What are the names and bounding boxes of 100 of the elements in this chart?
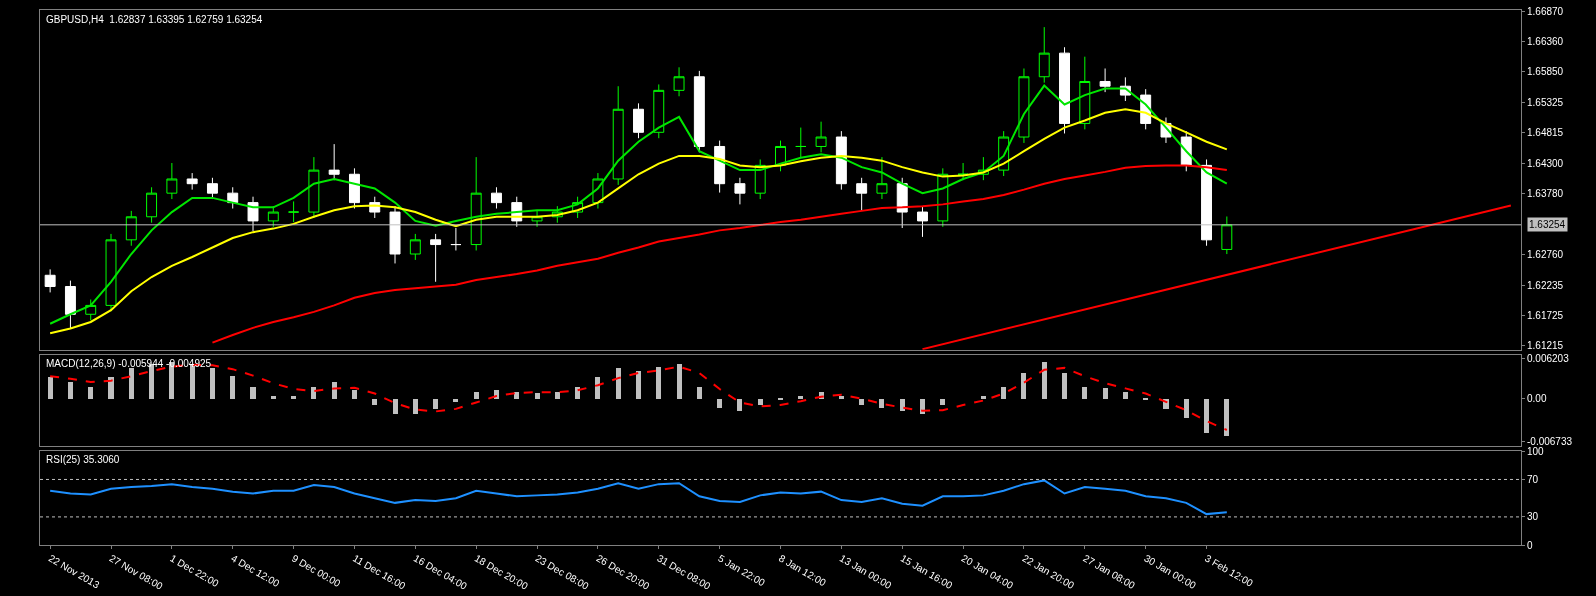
bar	[839, 396, 844, 400]
bar	[433, 399, 438, 410]
x-tick-label: 22 Nov 2013	[46, 552, 102, 591]
candlestick	[856, 177, 868, 211]
chart-title: GBPUSD,H4 1.62837 1.63395 1.62759 1.63254	[46, 14, 263, 25]
bar	[352, 390, 357, 400]
y-tick-label: 0.006203	[1527, 353, 1570, 365]
x-tick-label: 9 Dec 00:00	[290, 552, 343, 590]
x-tick-label: 3 Feb 12:00	[1203, 552, 1256, 589]
bar	[210, 368, 215, 400]
candlestick	[1201, 158, 1213, 247]
bar	[514, 392, 519, 400]
bar	[1204, 399, 1209, 434]
candlestick	[105, 233, 117, 312]
candlestick	[815, 121, 827, 153]
x-tick-label: 26 Dec 20:00	[594, 552, 652, 593]
bar	[940, 399, 945, 406]
bar	[1143, 398, 1148, 401]
bar	[575, 387, 580, 400]
bar	[129, 368, 134, 400]
bar	[778, 398, 783, 401]
bar	[453, 399, 458, 403]
chart-title: RSI(25) 35.3060	[46, 454, 120, 465]
candlestick	[917, 205, 928, 238]
bar	[88, 387, 93, 400]
bar	[1062, 373, 1067, 400]
bar	[535, 393, 540, 400]
candlestick	[734, 177, 746, 205]
line-series	[49, 479, 1228, 516]
candlestick	[348, 167, 360, 210]
y-tick-label: 0	[1527, 539, 1533, 551]
candlestick	[795, 127, 807, 158]
bar	[372, 399, 377, 406]
bar	[1001, 387, 1006, 400]
x-tick-label: 11 Dec 16:00	[350, 552, 408, 592]
x-tick-label: 23 Dec 08:00	[533, 552, 591, 593]
bar	[413, 399, 418, 415]
y-tick-label: 100	[1527, 445, 1545, 457]
bar	[48, 377, 53, 400]
bar	[291, 396, 296, 400]
y-tick-label: 1.62760	[1527, 248, 1564, 260]
y-tick-label: 1.65850	[1527, 65, 1564, 77]
bar	[1082, 387, 1087, 400]
candlestick	[146, 186, 158, 224]
y-tick-label: 1.61725	[1527, 309, 1564, 321]
candlestick	[470, 156, 482, 251]
bar	[1184, 399, 1189, 419]
x-tick-label: 15 Jan 16:00	[898, 552, 955, 592]
bar	[677, 364, 682, 400]
bar	[1123, 392, 1128, 400]
line-series	[211, 164, 1228, 344]
y-tick-label: 1.63780	[1527, 188, 1564, 200]
candlestick	[125, 210, 137, 247]
candlestick	[1018, 67, 1030, 144]
candlestick	[1079, 56, 1091, 130]
y-tick-label: 1.65325	[1527, 96, 1564, 108]
bar	[1224, 399, 1229, 437]
bar	[656, 367, 661, 400]
candlestick	[491, 186, 502, 210]
bar	[230, 376, 235, 400]
candlestick	[288, 200, 300, 223]
bar	[697, 387, 702, 400]
candlestick	[612, 85, 624, 186]
x-tick-label: 5 Jan 22:00	[716, 552, 768, 589]
bar	[555, 392, 560, 400]
x-tick-label: 13 Jan 00:00	[837, 552, 894, 592]
bar	[1103, 388, 1108, 400]
y-tick-label: 1.64815	[1527, 127, 1564, 139]
x-tick-label: 27 Nov 08:00	[107, 552, 165, 593]
candlestick	[267, 205, 279, 228]
bar	[68, 382, 73, 400]
candlestick	[389, 205, 401, 264]
candlestick	[85, 299, 97, 321]
bar	[737, 399, 742, 412]
candlestick	[835, 130, 847, 191]
candlestick	[186, 172, 198, 191]
x-tick-label: 31 Dec 08:00	[655, 552, 713, 593]
candlestick	[1221, 215, 1233, 255]
x-tick-label: 16 Dec 04:00	[411, 552, 470, 593]
bar	[393, 399, 398, 415]
candlestick	[308, 156, 320, 219]
bar	[900, 399, 905, 412]
candlestick	[450, 227, 462, 251]
candlestick	[1038, 26, 1050, 84]
bar	[311, 387, 316, 400]
bar	[474, 392, 479, 400]
candlestick	[1099, 67, 1111, 93]
ref-line-label: 1.63254	[1529, 219, 1566, 230]
bar	[636, 371, 641, 400]
bar	[616, 368, 621, 400]
bar	[250, 387, 256, 400]
bar	[595, 377, 600, 400]
y-tick-label: 1.64300	[1527, 157, 1564, 169]
x-tick-label: 18 Dec 20:00	[472, 552, 531, 593]
candlestick	[44, 268, 56, 293]
bar	[1042, 362, 1047, 400]
candlestick	[430, 233, 442, 283]
candlestick	[1059, 46, 1070, 134]
candlestick	[653, 83, 665, 139]
candlestick	[876, 156, 888, 200]
